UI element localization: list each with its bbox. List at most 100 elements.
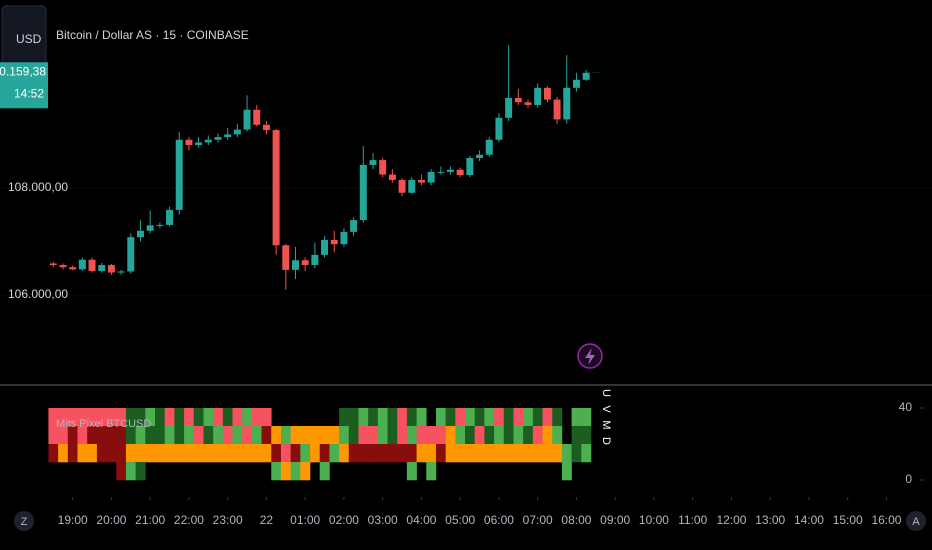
candle-body [495,117,503,140]
pixel-cell [445,426,456,445]
pixel-cell [494,444,505,463]
x-tick-label: 12:00 [716,513,746,527]
candle-body [485,139,493,155]
pixel-cell [474,408,485,427]
candle-body [272,130,280,246]
candle-body [524,102,532,105]
pixel-cell [329,444,340,463]
candle-body [514,97,522,103]
x-tick-label: 23:00 [213,513,243,527]
pixel-cell [145,408,156,427]
y-tick-label: 0 [905,472,912,486]
auto-button[interactable] [906,511,926,531]
pixel-cell [319,444,330,463]
x-tick-label: 06:00 [484,513,514,527]
candle-body [136,230,144,238]
pixel-cell [232,444,243,463]
pixel-cell [465,408,476,427]
pixel-cell [474,426,485,445]
pixel-cell [251,408,262,427]
pixel-cell [484,426,495,445]
candle-body [175,139,183,210]
pixel-cell [174,444,185,463]
candle-body [117,271,125,273]
pixel-cell [242,408,253,427]
symbol-title: Bitcoin / Dollar AS · 15 · COINBASE [56,28,249,42]
pixel-cell [542,408,553,427]
auto-button-label[interactable]: A [912,516,920,528]
candle-body [505,97,513,118]
pixel-cell [164,408,175,427]
x-tick-label: 09:00 [600,513,630,527]
candle-body [398,179,406,193]
zoom-button-label[interactable]: Z [21,516,28,528]
pixel-cell [87,408,98,427]
pixel-cell [271,444,282,463]
candle-body [437,171,445,173]
pixel-cell [426,426,437,445]
pixel-cell [377,408,388,427]
pixel-cell [222,408,233,427]
candle-body [292,260,299,270]
pixel-cell [251,444,262,463]
candle-body [185,139,193,146]
candle-body [59,265,67,268]
pixel-cell [96,444,107,463]
pixel-cell [48,444,59,463]
pixel-cell [145,444,156,463]
pixel-cell [290,426,301,445]
pixel-cell [106,426,117,445]
side-label: M [600,420,612,429]
candle-body [146,225,154,231]
pixel-cell [135,426,146,445]
pixel-cell [184,444,195,463]
pixel-cell [523,444,534,463]
pixel-cell [523,408,534,427]
x-tick-label: 04:00 [406,513,436,527]
side-label: V [600,405,612,413]
pixel-cell [271,426,282,445]
pixel-cell [96,426,107,445]
candle-body [262,124,270,131]
pixel-cell [310,444,321,463]
pixel-cell [387,426,398,445]
pixel-cell [280,462,291,481]
x-tick-label: 15:00 [833,513,863,527]
pixel-cell [581,426,592,445]
candle-body [214,137,222,140]
pixel-cell [561,462,572,481]
currency-button-label[interactable]: USD [16,32,42,46]
pixel-cell [184,426,195,445]
x-tick-label: 16:00 [871,513,901,527]
pixel-cell [77,444,88,463]
pixel-cell [261,408,272,427]
pixel-cell [96,408,107,427]
pixel-cell [300,444,311,463]
x-tick-label: 05:00 [445,513,475,527]
candle-body [88,259,96,271]
y-tick-label: 108.000,00 [8,180,68,194]
candle-body [195,142,203,146]
pixel-cell [503,408,514,427]
pixel-cell [387,444,398,463]
pixel-cell [164,426,175,445]
pixel-cell [48,408,59,427]
x-tick-label: 13:00 [755,513,785,527]
pixel-cell [213,408,224,427]
pixel-cell [416,426,427,445]
x-tick-label: 21:00 [135,513,165,527]
pixel-cell [406,462,417,481]
x-tick-label: 01:00 [290,513,320,527]
pixel-cell [77,426,88,445]
candle-body [476,154,484,158]
pixel-cell [116,444,127,463]
pixel-cell [348,408,359,427]
pixel-cell [474,444,485,463]
pixel-cell [329,426,340,445]
candle-body [388,174,396,180]
pixel-cell [67,426,78,445]
zoom-button[interactable] [14,511,34,531]
pixel-cell [532,444,543,463]
pixel-cell [232,426,243,445]
pixel-cell [358,408,369,427]
